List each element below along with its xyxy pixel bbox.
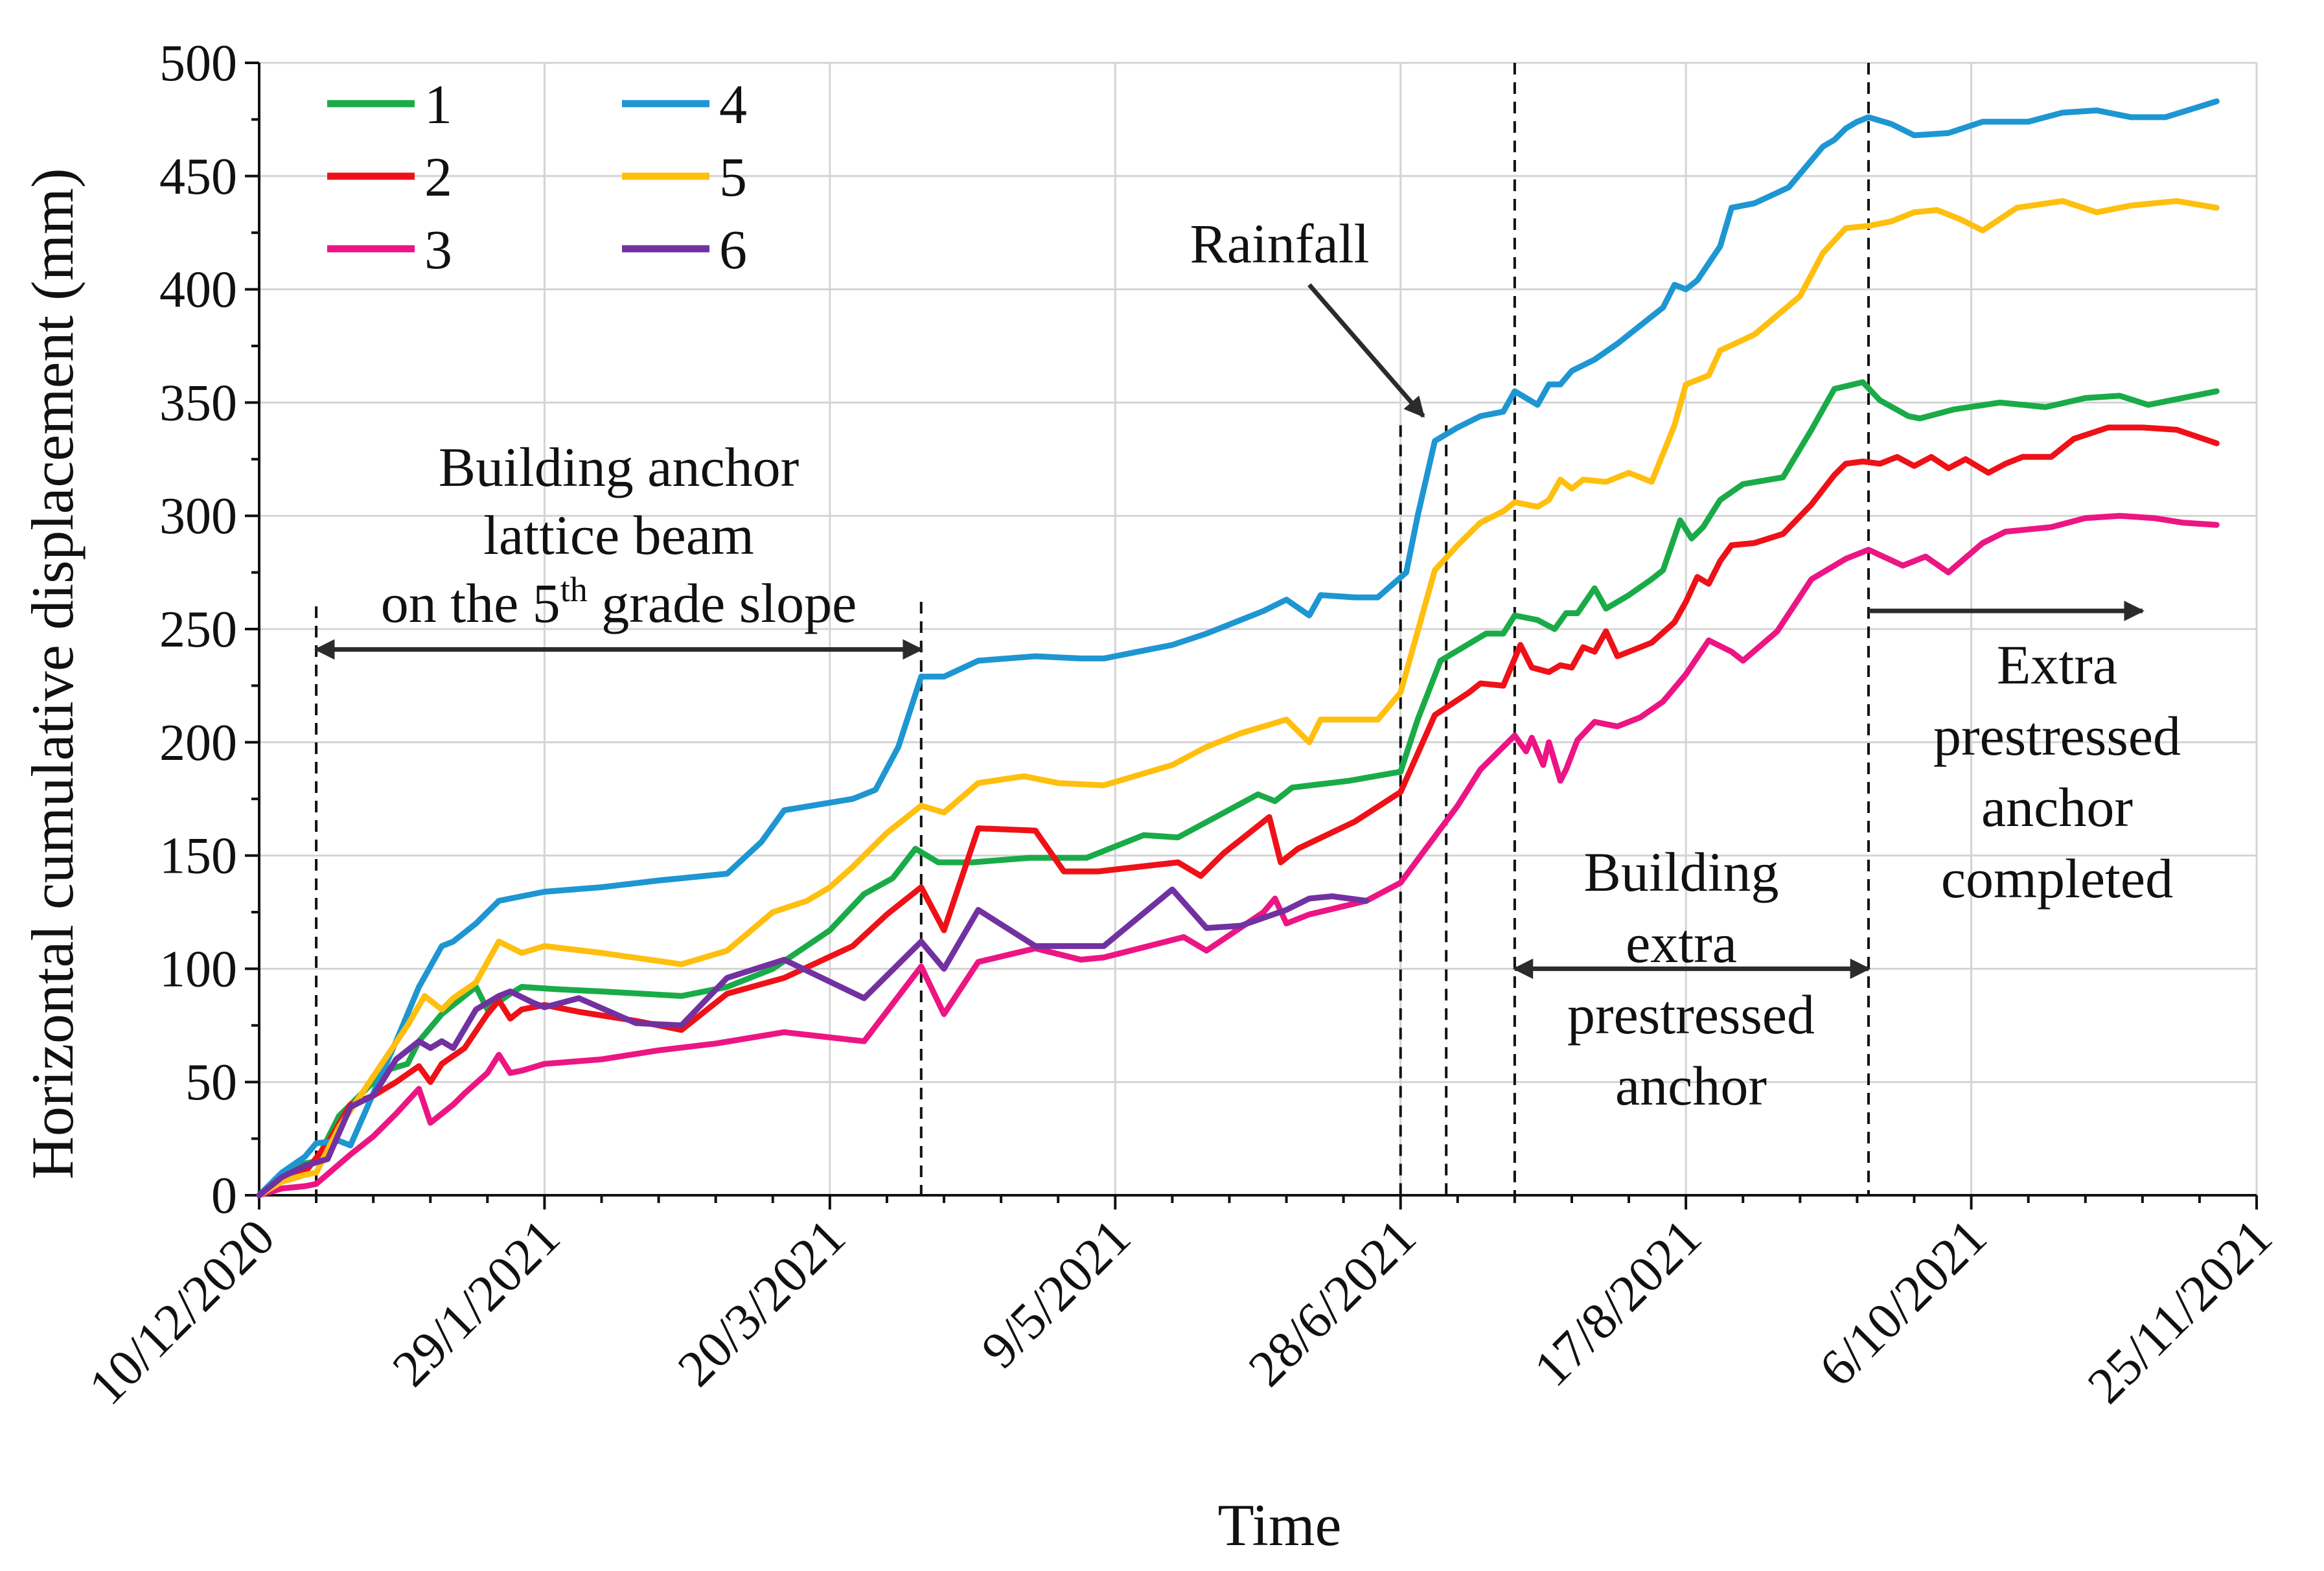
y-tick-label-50: 50 [185,1054,237,1111]
x-tick-label-17/8/2021: 17/8/2021 [1523,1209,1712,1398]
completed-line-3: anchor [1981,776,2133,838]
y-axis-title: Horizontal cumulative displacement (mm) [19,168,86,1180]
building-extra-line-3: prestressed [1567,983,1815,1046]
fifth-grade-text-pre: on the 5 [381,572,560,634]
series-line-1 [256,379,2220,1198]
y-tick-label-450: 450 [159,148,237,205]
series-line-2 [256,424,2220,1198]
legend-label-4: 4 [719,73,747,135]
x-tick-label-28/6/2021: 28/6/2021 [1238,1209,1427,1398]
y-tick-label-350: 350 [159,374,237,431]
y-tick-label-250: 250 [159,601,237,658]
legend-label-3: 3 [424,218,452,281]
x-tick-label-9/5/2021: 9/5/2021 [971,1209,1142,1379]
x-tick-label-20/3/2021: 20/3/2021 [667,1209,857,1398]
lattice-beam-annotation: Building anchor lattice beam on the 5th … [381,436,857,634]
completed-line-2: prestressed [1933,705,2181,767]
data-series [256,98,2220,1198]
building-extra-line-2: extra [1626,912,1737,974]
x-axis-title: Time [1218,1492,1342,1558]
legend-label-6: 6 [719,218,747,281]
legend: 1 2 3 4 5 6 [327,73,747,281]
y-tick-label-300: 300 [159,488,237,545]
y-tick-label-400: 400 [159,262,237,319]
rainfall-label: Rainfall [1190,212,1369,275]
building-extra-anchor-annotation: Building extra prestressed anchor [1567,841,1815,1117]
legend-label-5: 5 [719,146,747,208]
completed-line-4: completed [1941,847,2173,910]
lattice-beam-text-line-1: Building anchor [439,436,800,498]
x-tick-label-10/12/2020: 10/12/2020 [78,1209,286,1416]
legend-label-2: 2 [424,146,452,208]
y-tick-label-100: 100 [159,941,237,998]
legend-label-1: 1 [424,73,452,135]
y-tick-label-150: 150 [159,828,237,885]
fifth-grade-slope-text: on the 5th grade slope [381,570,857,634]
series-line-5 [256,198,2220,1198]
extra-anchor-completed-annotation: Extra prestressed anchor completed [1933,634,2181,910]
y-tick-label-0: 0 [211,1167,237,1224]
fifth-grade-superscript: th [560,570,588,609]
x-tick-label-29/1/2021: 29/1/2021 [382,1209,571,1398]
lattice-beam-text-line-2: lattice beam [483,504,754,566]
y-tick-label-200: 200 [159,715,237,772]
annotation-arrows [314,283,2145,980]
series-line-4 [256,98,2220,1198]
event-dashed-lines [315,63,1870,1195]
building-extra-line-1: Building [1583,841,1778,903]
building-extra-line-4: anchor [1615,1055,1767,1117]
rainfall-arrow [1307,283,1425,418]
fifth-grade-text-post: grade slope [588,572,857,634]
series-line-6 [256,886,1370,1198]
series-line-3 [256,512,2220,1198]
completed-line-1: Extra [1997,634,2117,696]
y-tick-label-500: 500 [159,35,237,92]
x-tick-label-6/10/2021: 6/10/2021 [1809,1209,1998,1398]
x-tick-label-25/11/2021: 25/11/2021 [2077,1209,2283,1415]
